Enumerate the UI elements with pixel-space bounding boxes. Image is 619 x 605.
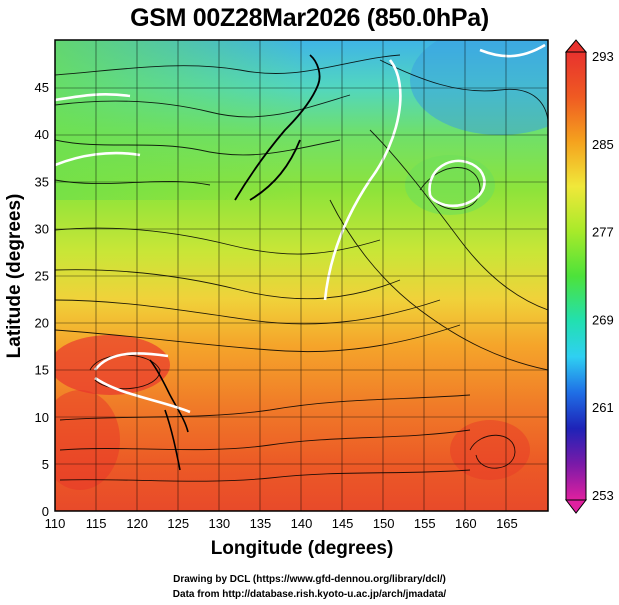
- x-tick-label: 155: [414, 516, 436, 531]
- colorbar-label: 261: [592, 400, 614, 415]
- colorbar-labels: 293 285 277 269 261 253: [592, 49, 614, 503]
- y-tick-label: 5: [42, 457, 49, 472]
- credit-data-source: Data from http://database.rish.kyoto-u.a…: [172, 589, 447, 600]
- plot-frame: [54, 39, 549, 512]
- lat-lon-grid: [55, 40, 548, 511]
- y-tick-label: 20: [35, 316, 49, 331]
- x-tick-label: 150: [373, 516, 395, 531]
- y-tick-label: 30: [35, 221, 49, 236]
- x-tick-label: 130: [208, 516, 230, 531]
- x-tick-label: 135: [250, 516, 272, 531]
- colorbar-label: 285: [592, 137, 614, 152]
- x-tick-label: 115: [86, 516, 107, 531]
- colorbar-label: 293: [592, 49, 614, 64]
- y-tick-label: 40: [35, 127, 49, 142]
- map-title: GSM 00Z28Mar2026 (850.0hPa): [130, 4, 489, 32]
- y-tick-label: 35: [35, 174, 49, 189]
- isotherm-contours: [55, 43, 546, 414]
- x-axis-ticks: 110 115 120 125 130 135 140 145 150 155 160 165: [45, 516, 518, 531]
- x-tick-label: 120: [126, 516, 148, 531]
- x-tick-label: 165: [496, 516, 518, 531]
- credit-drawing: Drawing by DCL (https://www.gfd-dennou.o…: [173, 574, 446, 585]
- y-tick-label: 25: [35, 269, 49, 284]
- x-tick-label: 160: [455, 516, 477, 531]
- y-tick-label: 10: [35, 410, 49, 425]
- y-tick-label: 45: [35, 80, 49, 95]
- colorbar-label: 253: [592, 488, 614, 503]
- colorbar-label: 277: [592, 225, 614, 240]
- y-axis-title: Latitude (degrees): [4, 194, 25, 359]
- x-tick-label: 145: [332, 516, 354, 531]
- x-axis-title: Longitude (degrees): [211, 538, 394, 559]
- colorbar-label: 269: [592, 312, 614, 327]
- japan-coastline: [234, 54, 321, 201]
- x-tick-label: 110: [45, 516, 66, 531]
- y-tick-label: 0: [42, 504, 49, 519]
- y-axis-ticks: 0 5 10 15 20 25 30 35 40 45: [35, 80, 49, 519]
- wind-streamlines: [55, 54, 548, 482]
- colorbar: 293 285 277 269 261 253: [564, 39, 614, 514]
- y-tick-label: 15: [35, 363, 49, 378]
- x-tick-label: 125: [167, 516, 189, 531]
- x-tick-label: 140: [291, 516, 313, 531]
